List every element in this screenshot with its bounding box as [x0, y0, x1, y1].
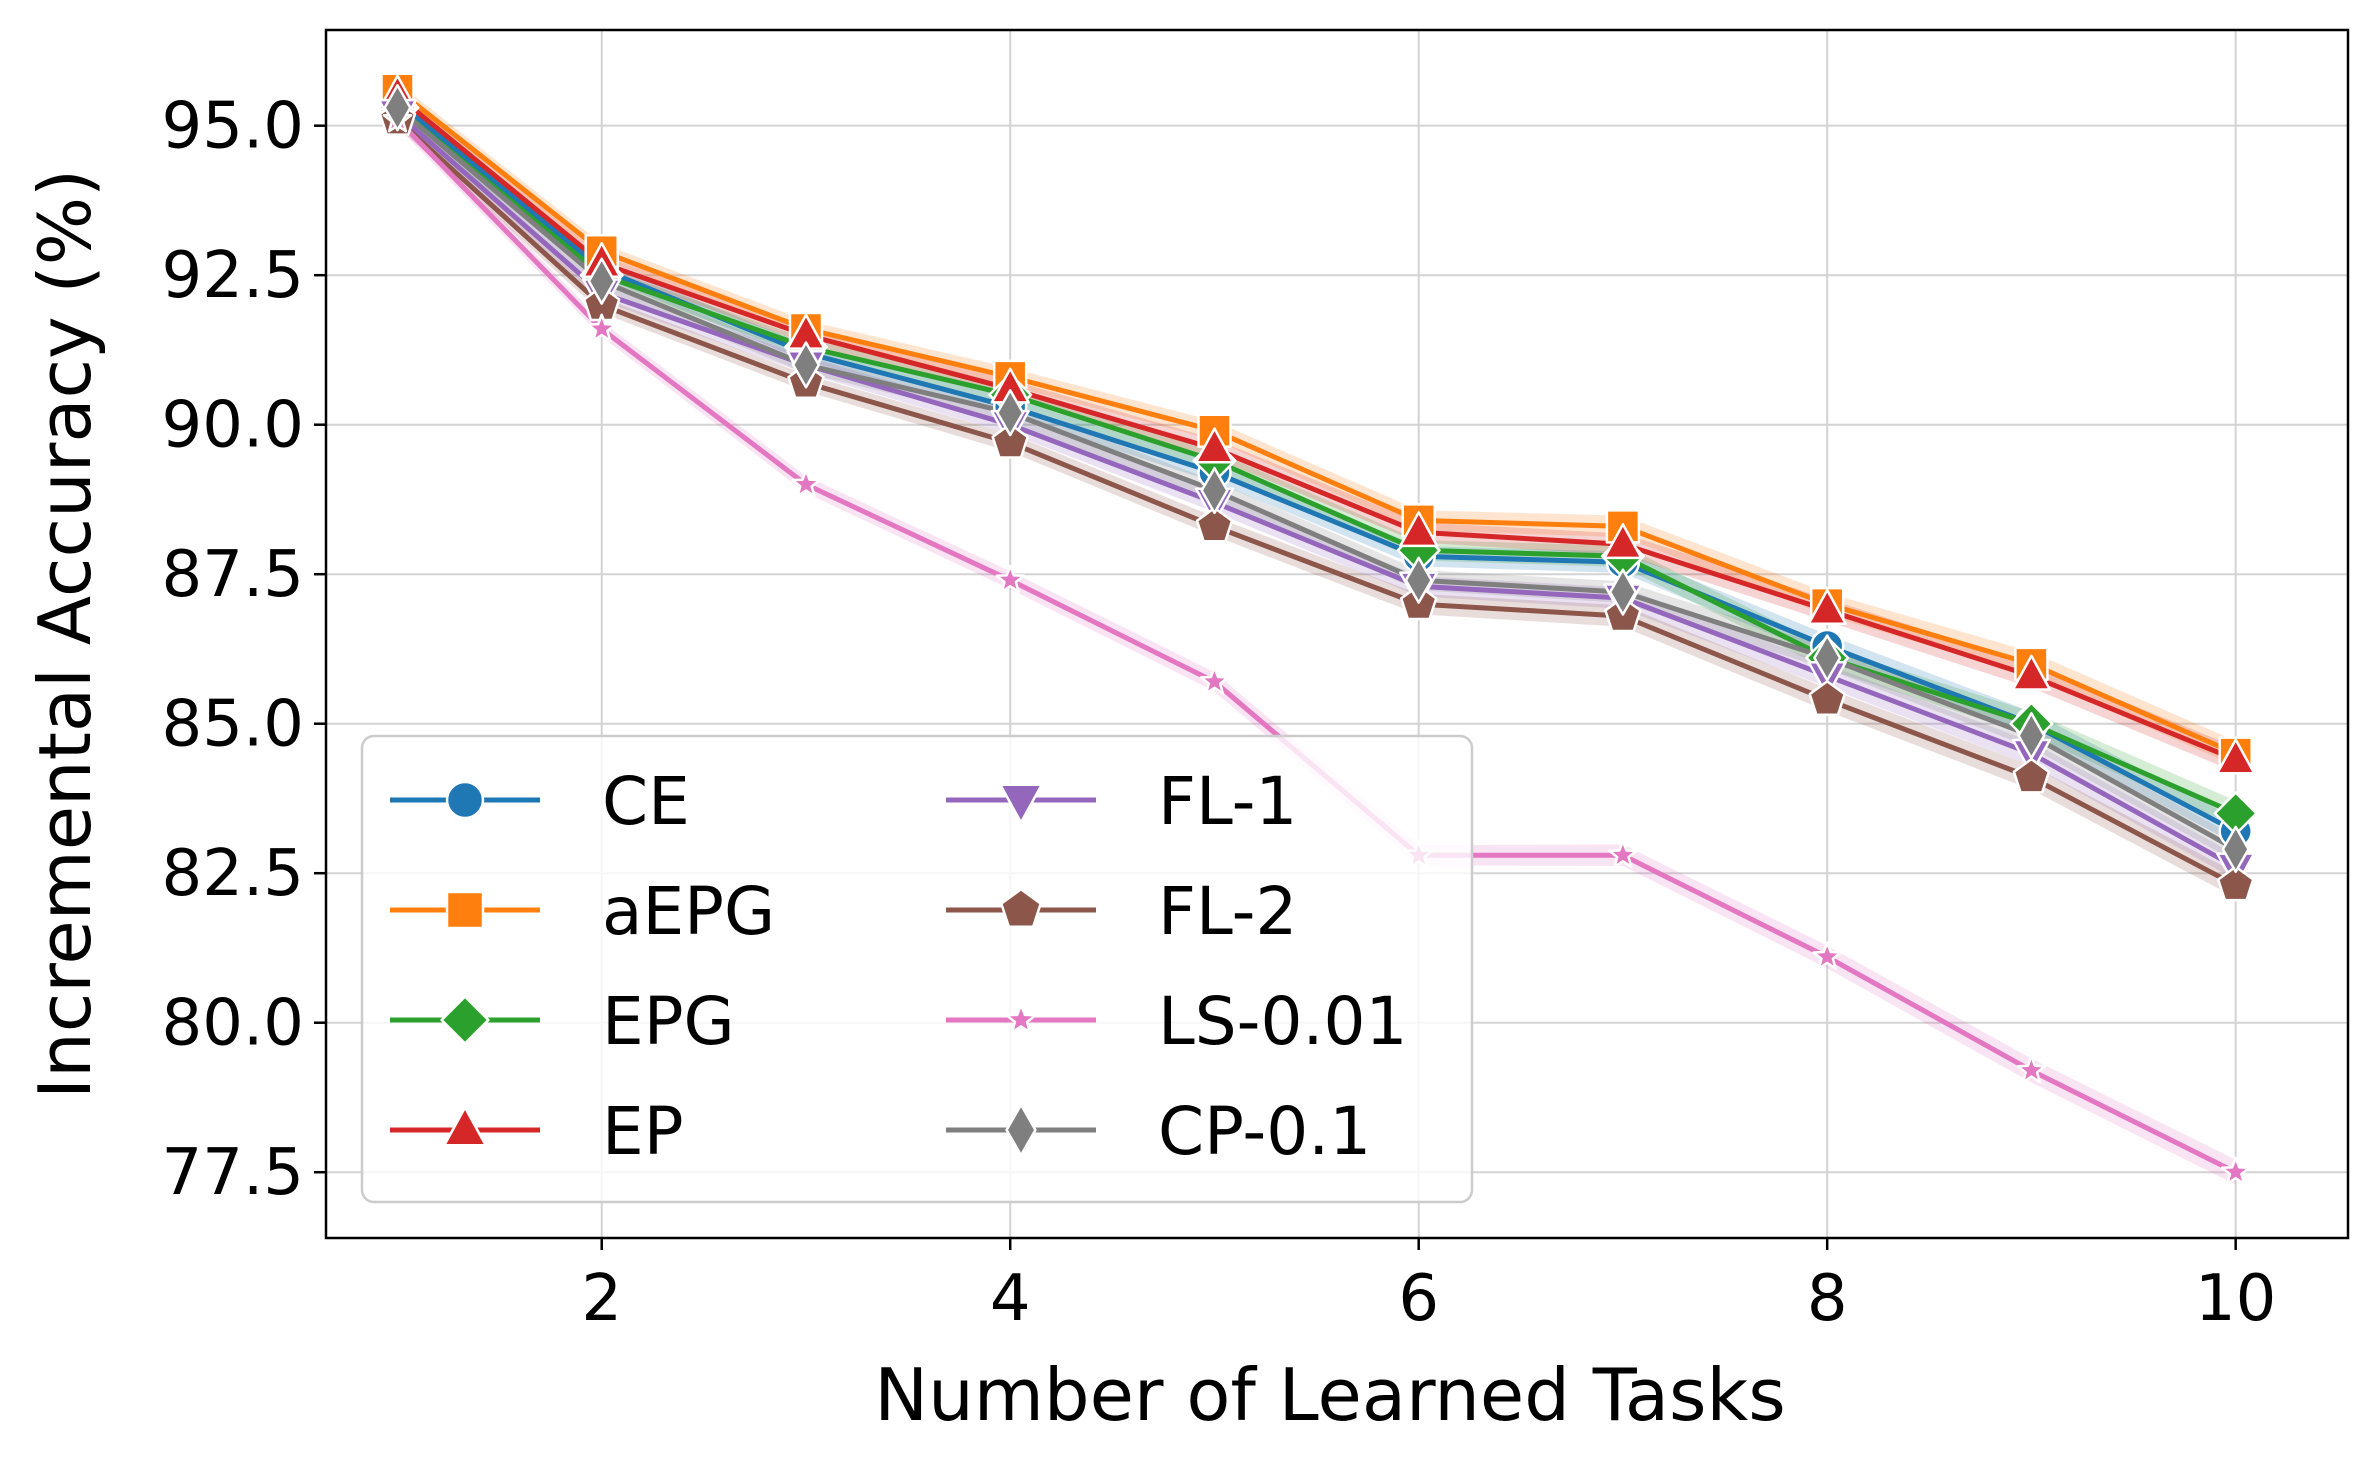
- marker-ls-0-01: [791, 469, 821, 498]
- marker-ep: [1194, 427, 1235, 464]
- band-ls-0-01: [397, 112, 2236, 1185]
- x-tick-label: 6: [1398, 1262, 1439, 1336]
- marker-cp-0-1: [587, 257, 616, 305]
- marker-cp-0-1: [2221, 825, 2250, 873]
- x-tick-label: 8: [1807, 1262, 1848, 1336]
- legend-marker-ce: [445, 780, 485, 820]
- marker-cp-0-1: [1404, 556, 1433, 604]
- legend-marker-ls-0-01: [1005, 1003, 1037, 1034]
- marker-fl-2: [2216, 865, 2255, 902]
- y-axis-label: Incremental Accuracy (%): [23, 169, 107, 1099]
- legend-label-fl-2: FL-2: [1158, 873, 1297, 950]
- marker-fl-2: [991, 422, 1029, 459]
- line-aepg: [395, 87, 2237, 756]
- marker-cp-0-1: [383, 84, 412, 132]
- y-tick-label: 95.0: [162, 90, 305, 164]
- y-tick-label: 77.5: [162, 1136, 305, 1210]
- x-tick-label: 10: [2195, 1262, 2276, 1336]
- y-tick-label: 82.5: [162, 837, 305, 911]
- line-cp-0-1: [395, 105, 2237, 852]
- legend: CE aEPG EPG EP FL-1 FL-2 LS-0.01 CP-0.1: [360, 734, 1474, 1204]
- legend-marker-epg: [440, 995, 490, 1045]
- marker-cp-0-1: [996, 389, 1025, 437]
- legend-label-fl-1: FL-1: [1158, 763, 1297, 840]
- legend-label-cp-0-1: CP-0.1: [1158, 1093, 1371, 1170]
- legend-label-epg: EPG: [602, 983, 735, 1060]
- line-ep: [395, 93, 2237, 762]
- marker-ls-0-01: [1199, 666, 1230, 695]
- marker-ep: [1603, 523, 1643, 560]
- marker-cp-0-1: [1608, 568, 1637, 616]
- marker-ls-0-01: [1608, 839, 1638, 869]
- marker-cp-0-1: [1813, 634, 1842, 682]
- legend-label-ep: EP: [602, 1093, 684, 1170]
- marker-fl-2: [1195, 506, 1234, 543]
- legend-marker-fl-1: [999, 783, 1043, 824]
- y-tick-label: 85.0: [162, 688, 305, 762]
- legend-label-ls-0-01: LS-0.01: [1158, 983, 1407, 1060]
- x-axis-ticks: 2 4 6 8 10: [581, 1238, 2276, 1336]
- x-axis-label: Number of Learned Tasks: [874, 1353, 1785, 1437]
- line-epg: [395, 105, 2237, 816]
- marker-ls-0-01: [2220, 1156, 2251, 1185]
- line-fl-1: [395, 111, 2237, 870]
- x-tick-label: 4: [990, 1262, 1031, 1336]
- x-tick-label: 2: [581, 1262, 622, 1336]
- marker-ls-0-01: [1812, 941, 1842, 970]
- marker-ep: [2216, 738, 2256, 775]
- marker-fl-2: [1808, 680, 1846, 716]
- legend-label-aepg: aEPG: [602, 873, 775, 950]
- marker-cp-0-1: [791, 341, 821, 389]
- marker-cp-0-1: [1200, 466, 1229, 515]
- line-fl-2: [395, 117, 2237, 888]
- y-tick-label: 90.0: [162, 389, 305, 463]
- plot-frame: [324, 28, 2350, 1240]
- marker-ls-0-01: [2016, 1055, 2047, 1084]
- series-markers: [375, 72, 2258, 1185]
- legend-marker-aepg: [445, 890, 485, 930]
- marker-ep: [2011, 654, 2052, 691]
- y-tick-label: 87.5: [162, 538, 305, 612]
- legend-label-ce: CE: [602, 763, 690, 840]
- legend-box: [360, 734, 1474, 1204]
- marker-ls-0-01: [586, 313, 617, 342]
- y-tick-label: 92.5: [162, 239, 305, 313]
- marker-ep: [1399, 511, 1439, 548]
- band-ep: [397, 88, 2236, 773]
- legend-marker-cp-0-1: [1005, 1103, 1037, 1157]
- marker-ep: [1807, 588, 1847, 625]
- legend-marker-fl-2: [1000, 888, 1042, 928]
- series-lines: [395, 87, 2237, 1175]
- marker-ls-0-01: [995, 564, 1026, 593]
- y-axis-ticks: 77.5 80.0 82.5 85.0 87.5 90.0 92.5 95.0: [162, 90, 326, 1210]
- legend-marker-ep: [443, 1106, 487, 1147]
- marker-cp-0-1: [2017, 712, 2046, 760]
- y-tick-label: 80.0: [162, 987, 305, 1061]
- marker-fl-2: [2012, 757, 2051, 794]
